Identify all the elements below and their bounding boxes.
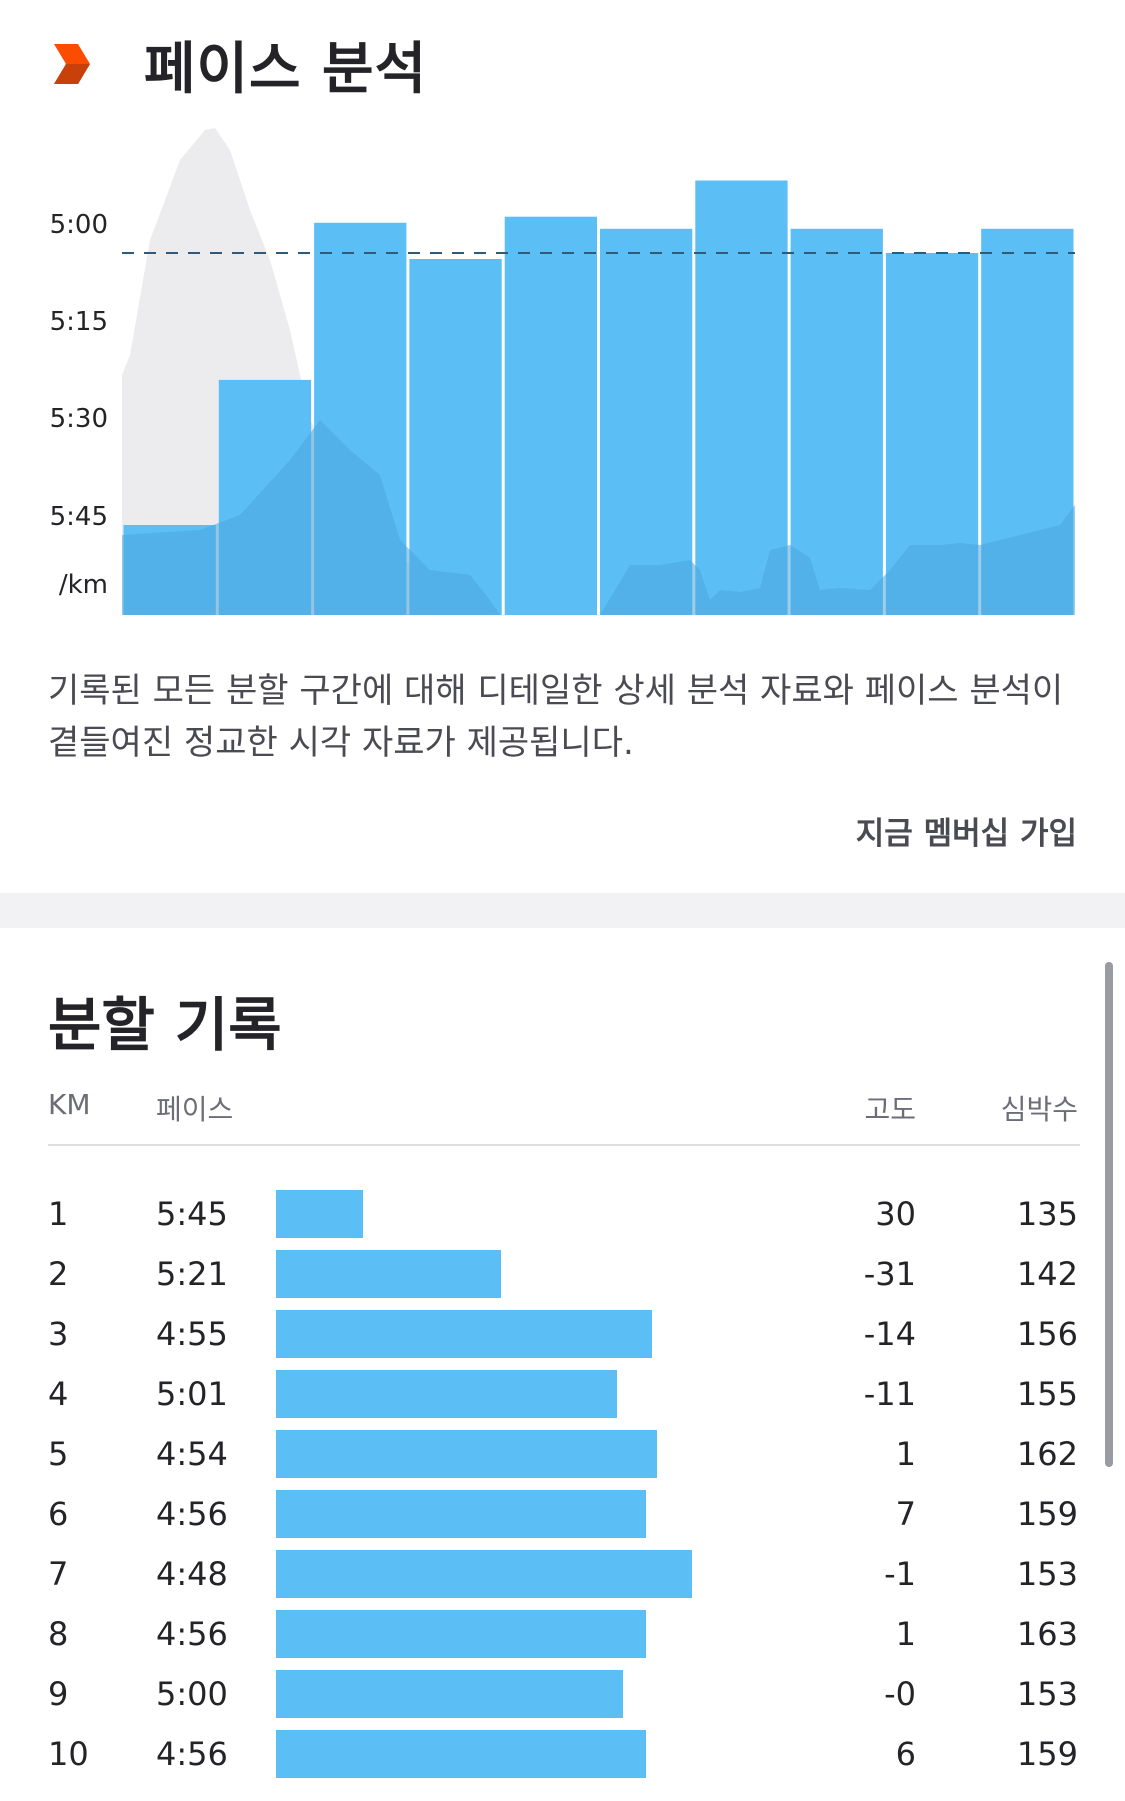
splits-table-header: KM 페이스 고도 심박수 bbox=[48, 1088, 1078, 1138]
split-heart-rate: 163 bbox=[1016, 1615, 1078, 1653]
table-row[interactable]: 9 5:00 -0 153 bbox=[48, 1664, 1078, 1724]
table-row[interactable]: 2 5:21 -31 142 bbox=[48, 1244, 1078, 1304]
column-header-km: KM bbox=[48, 1088, 91, 1121]
y-tick-label: 5:15 bbox=[50, 307, 108, 337]
y-axis-unit: /km bbox=[59, 570, 108, 600]
split-pace-bar bbox=[276, 1610, 646, 1658]
split-elevation: -0 bbox=[884, 1675, 916, 1713]
table-row[interactable]: 4 5:01 -11 155 bbox=[48, 1364, 1078, 1424]
split-heart-rate: 153 bbox=[1016, 1675, 1078, 1713]
split-heart-rate: 159 bbox=[1016, 1735, 1078, 1773]
split-elevation: -11 bbox=[863, 1375, 916, 1413]
pace-analysis-section: 페이스 분석 5:00 5:15 5:30 5:45/km 기록된 모든 분할 구간에… bbox=[0, 0, 1125, 893]
split-elevation: 6 bbox=[895, 1735, 916, 1773]
pace-description: 기록된 모든 분할 구간에 대해 디테일한 상세 분석 자료와 페이스 분석이 … bbox=[48, 671, 1064, 763]
split-km: 10 bbox=[48, 1735, 89, 1773]
split-elevation: -14 bbox=[863, 1315, 916, 1353]
split-km: 5 bbox=[48, 1435, 69, 1473]
split-pace-bar bbox=[276, 1370, 617, 1418]
split-heart-rate: 162 bbox=[1016, 1435, 1078, 1473]
split-heart-rate: 135 bbox=[1016, 1195, 1078, 1233]
heart-rate-area bbox=[122, 420, 1075, 615]
split-km: 8 bbox=[48, 1615, 69, 1653]
split-pace-bar bbox=[276, 1250, 501, 1298]
split-pace-bar bbox=[276, 1190, 363, 1238]
header-divider bbox=[48, 1144, 1080, 1146]
split-pace-bar bbox=[276, 1430, 657, 1478]
pace-header: 페이스 분석 bbox=[48, 24, 427, 104]
table-row[interactable]: 10 4:56 6 159 bbox=[48, 1724, 1078, 1784]
split-pace-bar bbox=[276, 1550, 692, 1598]
split-elevation: 30 bbox=[875, 1195, 916, 1233]
split-heart-rate: 153 bbox=[1016, 1555, 1078, 1593]
split-elevation: -31 bbox=[863, 1255, 916, 1293]
join-membership-link[interactable]: 지금 멤버십 가입 bbox=[855, 816, 1077, 852]
y-tick-label: 5:30 bbox=[50, 404, 108, 434]
split-pace: 5:45 bbox=[156, 1195, 228, 1233]
pace-bar bbox=[504, 216, 597, 615]
split-km: 4 bbox=[48, 1375, 69, 1413]
y-tick-label: 5:45 bbox=[50, 502, 108, 532]
elevation-area bbox=[122, 128, 490, 615]
split-elevation: 1 bbox=[895, 1615, 916, 1653]
split-pace: 5:00 bbox=[156, 1675, 228, 1713]
split-km: 6 bbox=[48, 1495, 69, 1533]
split-km: 7 bbox=[48, 1555, 69, 1593]
split-heart-rate: 155 bbox=[1016, 1375, 1078, 1413]
column-header-elevation: 고도 bbox=[864, 1093, 916, 1126]
table-row[interactable]: 7 4:48 -1 153 bbox=[48, 1544, 1078, 1604]
section-divider bbox=[0, 893, 1125, 928]
split-heart-rate: 142 bbox=[1016, 1255, 1078, 1293]
split-km: 3 bbox=[48, 1315, 69, 1353]
split-pace-bar bbox=[276, 1730, 646, 1778]
table-row[interactable]: 1 5:45 30 135 bbox=[48, 1184, 1078, 1244]
pace-bar bbox=[409, 259, 502, 615]
split-pace: 4:56 bbox=[156, 1735, 228, 1773]
pace-bar bbox=[600, 228, 693, 616]
pace-bar bbox=[790, 228, 883, 616]
split-heart-rate: 159 bbox=[1016, 1495, 1078, 1533]
split-pace-bar bbox=[276, 1490, 646, 1538]
split-pace: 4:54 bbox=[156, 1435, 228, 1473]
split-pace-bar bbox=[276, 1670, 623, 1718]
column-header-heart-rate: 심박수 bbox=[1000, 1093, 1078, 1126]
split-elevation: 7 bbox=[895, 1495, 916, 1533]
split-km: 2 bbox=[48, 1255, 69, 1293]
table-row[interactable]: 3 4:55 -14 156 bbox=[48, 1304, 1078, 1364]
pace-chart: 5:00 5:15 5:30 5:45/km bbox=[50, 128, 1075, 616]
page-title: 페이스 분석 bbox=[144, 36, 428, 102]
table-row[interactable]: 5 4:54 1 162 bbox=[48, 1424, 1078, 1484]
splits-section: 분할 기록 KM 페이스 고도 심박수 1 5:45 30 135 2 5:21 -31 14… bbox=[0, 928, 1125, 1801]
split-elevation: 1 bbox=[895, 1435, 916, 1473]
split-elevation: -1 bbox=[884, 1555, 916, 1593]
scrollbar[interactable] bbox=[1105, 962, 1113, 1467]
table-row[interactable]: 8 4:56 1 163 bbox=[48, 1604, 1078, 1664]
chevron-right-icon bbox=[54, 44, 90, 84]
split-pace-bar bbox=[276, 1310, 652, 1358]
split-pace: 5:01 bbox=[156, 1375, 228, 1413]
table-row[interactable]: 6 4:56 7 159 bbox=[48, 1484, 1078, 1544]
split-km: 1 bbox=[48, 1195, 69, 1233]
split-pace: 4:56 bbox=[156, 1615, 228, 1653]
split-heart-rate: 156 bbox=[1016, 1315, 1078, 1353]
y-tick-label: 5:00 bbox=[50, 210, 108, 240]
splits-title: 분할 기록 bbox=[48, 991, 282, 1059]
column-header-pace: 페이스 bbox=[156, 1093, 234, 1126]
splits-table: 1 5:45 30 135 2 5:21 -31 142 3 4:55 -14 156 4 5:01 -11… bbox=[48, 1184, 1078, 1784]
split-pace: 4:48 bbox=[156, 1555, 228, 1593]
split-km: 9 bbox=[48, 1675, 69, 1713]
split-pace: 4:55 bbox=[156, 1315, 228, 1353]
split-pace: 5:21 bbox=[156, 1255, 228, 1293]
split-pace: 4:56 bbox=[156, 1495, 228, 1533]
